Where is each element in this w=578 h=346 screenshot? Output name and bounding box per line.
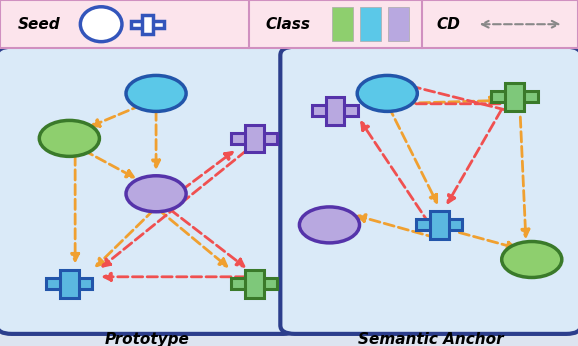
Ellipse shape [80, 7, 122, 42]
FancyBboxPatch shape [142, 15, 153, 34]
Circle shape [126, 75, 186, 111]
FancyBboxPatch shape [131, 21, 164, 28]
FancyBboxPatch shape [60, 270, 79, 298]
Text: Class: Class [266, 17, 311, 32]
Text: Seed: Seed [17, 17, 60, 32]
FancyBboxPatch shape [388, 7, 409, 41]
Circle shape [502, 242, 562, 277]
FancyBboxPatch shape [360, 7, 381, 41]
FancyBboxPatch shape [231, 133, 277, 144]
Circle shape [299, 207, 360, 243]
FancyBboxPatch shape [245, 270, 264, 298]
FancyBboxPatch shape [0, 0, 578, 48]
Circle shape [126, 176, 186, 212]
FancyBboxPatch shape [416, 219, 462, 230]
FancyBboxPatch shape [491, 91, 538, 102]
FancyBboxPatch shape [326, 97, 344, 125]
FancyBboxPatch shape [231, 278, 277, 289]
FancyBboxPatch shape [46, 278, 92, 289]
FancyBboxPatch shape [430, 211, 449, 239]
Circle shape [39, 120, 99, 156]
Circle shape [357, 75, 417, 111]
FancyBboxPatch shape [312, 105, 358, 116]
Text: CD: CD [436, 17, 460, 32]
FancyBboxPatch shape [280, 47, 578, 334]
FancyBboxPatch shape [0, 47, 298, 334]
FancyBboxPatch shape [245, 125, 264, 152]
Text: Semantic Anchor: Semantic Anchor [358, 332, 503, 346]
FancyBboxPatch shape [332, 7, 353, 41]
FancyBboxPatch shape [505, 83, 524, 111]
Text: Prototype: Prototype [105, 332, 190, 346]
